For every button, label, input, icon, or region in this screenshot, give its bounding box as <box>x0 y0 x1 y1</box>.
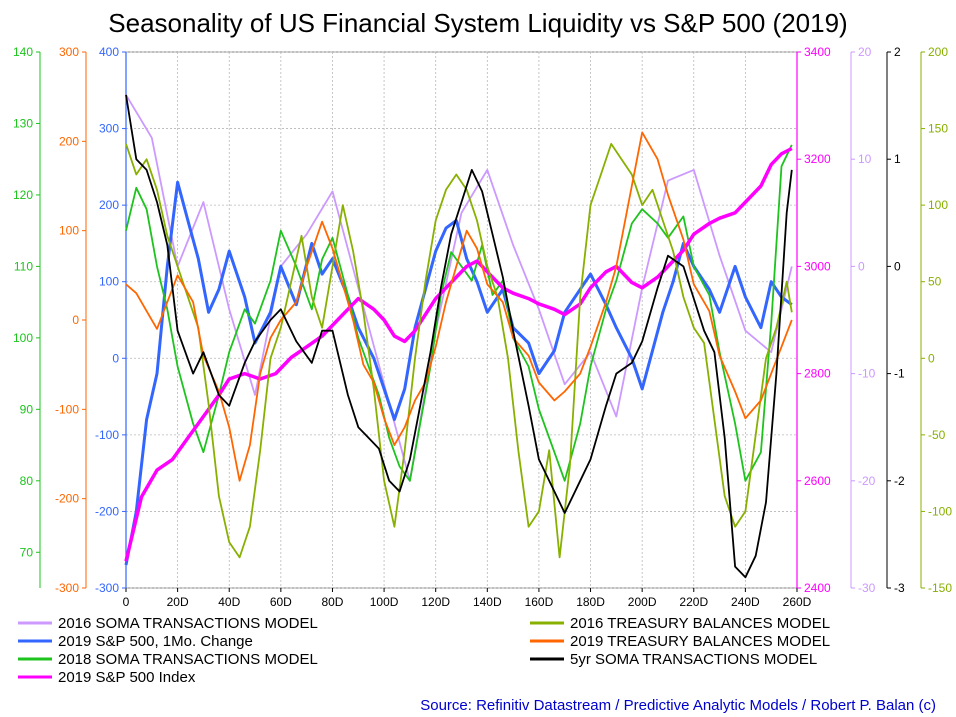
x-tick-label: 60D <box>270 595 292 609</box>
x-tick-label: 0 <box>123 595 130 609</box>
y-tick-label: -200 <box>55 492 79 506</box>
series-line-5 <box>125 131 793 482</box>
legend-label-2: 2018 SOMA TRANSACTIONS MODEL <box>58 651 318 668</box>
y-tick-label: 110 <box>14 259 33 273</box>
y-tick-label: 100 <box>99 275 119 289</box>
x-tick-label: 40D <box>218 595 240 609</box>
y-tick-label: -100 <box>95 428 119 442</box>
y-tick-label: 130 <box>13 116 33 130</box>
y-tick-label: 200 <box>59 134 79 148</box>
x-tick-label: 20D <box>167 595 189 609</box>
y-tick-label: 150 <box>928 122 948 136</box>
y-tick-label: 50 <box>928 275 942 289</box>
legend-label-0: 2016 SOMA TRANSACTIONS MODEL <box>58 615 318 632</box>
legend-label-4: 2016 TREASURY BALANCES MODEL <box>570 615 830 632</box>
series-line-3 <box>124 146 793 562</box>
y-tick-label: -10 <box>858 367 876 381</box>
x-tick-label: 260D <box>783 595 812 609</box>
y-tick-label: 140 <box>13 45 33 59</box>
y-tick-label: 2400 <box>804 581 831 595</box>
y-tick-label: 3400 <box>804 45 831 59</box>
y-tick-label: -200 <box>95 504 119 518</box>
y-tick-label: -100 <box>928 504 952 518</box>
y-tick-label: 80 <box>20 474 34 488</box>
x-tick-label: 220D <box>679 595 708 609</box>
series-line-2 <box>125 144 793 482</box>
plot-frame <box>125 51 798 589</box>
y-tick-label: 200 <box>99 198 119 212</box>
x-tick-label: 100D <box>370 595 399 609</box>
y-tick-label: -2 <box>894 474 905 488</box>
y-tick-label: -50 <box>928 428 946 442</box>
source-note: Source: Refinitiv Datastream / Predictiv… <box>420 697 936 714</box>
y-tick-label: 300 <box>99 122 119 136</box>
y-tick-label: 0 <box>112 351 119 365</box>
y-tick-label: 100 <box>59 224 79 238</box>
x-tick-label: 140D <box>473 595 502 609</box>
legend-label-6: 5yr SOMA TRANSACTIONS MODEL <box>570 651 817 668</box>
y-tick-label: -300 <box>95 581 119 595</box>
x-tick-label: 120D <box>421 595 450 609</box>
y-tick-label: 70 <box>20 545 34 559</box>
series-line-6 <box>125 94 793 579</box>
y-tick-label: -100 <box>55 402 79 416</box>
y-tick-label: 120 <box>13 188 33 202</box>
x-tick-label: 80D <box>321 595 343 609</box>
y-tick-label: 2800 <box>804 367 831 381</box>
y-tick-label: 200 <box>928 45 948 59</box>
y-tick-label: 300 <box>59 45 79 59</box>
gridlines <box>125 51 798 589</box>
y-tick-label: -300 <box>55 581 79 595</box>
legend-label-3: 2019 S&P 500 Index <box>58 669 196 686</box>
y-tick-label: 2600 <box>804 474 831 488</box>
y-tick-label: 100 <box>928 198 948 212</box>
y-tick-label: 3200 <box>804 152 831 166</box>
y-tick-label: 100 <box>13 331 33 345</box>
x-tick-label: 180D <box>576 595 605 609</box>
series-line-0 <box>125 94 793 482</box>
y-tick-label: 20 <box>858 45 872 59</box>
y-tick-label: 10 <box>858 152 872 166</box>
axes: 0 20D 40D 60D 80D 100D 120D 140D 160D 180D 200D 220… <box>13 45 952 609</box>
x-tick-label: 200D <box>628 595 657 609</box>
legend-label-5: 2019 TREASURY BALANCES MODEL <box>570 633 830 650</box>
y-tick-label: -1 <box>894 367 905 381</box>
y-tick-label: -30 <box>858 581 876 595</box>
series-line-4 <box>125 142 793 559</box>
y-tick-label: -3 <box>894 581 905 595</box>
y-tick-label: 1 <box>894 152 901 166</box>
y-tick-label: 0 <box>72 313 79 327</box>
y-tick-label: 2 <box>894 45 901 59</box>
y-tick-label: 0 <box>858 259 865 273</box>
chart-title: Seasonality of US Financial System Liqui… <box>108 8 847 38</box>
x-tick-label: 240D <box>731 595 760 609</box>
y-tick-label: 0 <box>928 351 935 365</box>
series-lines <box>124 94 793 579</box>
x-tick-label: 160D <box>525 595 554 609</box>
y-tick-label: 90 <box>20 402 34 416</box>
y-tick-label: -20 <box>858 474 876 488</box>
legend-label-1: 2019 S&P 500, 1Mo. Change <box>58 633 253 650</box>
y-tick-label: 400 <box>99 45 119 59</box>
y-tick-label: 0 <box>894 259 901 273</box>
y-tick-label: 3000 <box>804 259 831 273</box>
y-tick-label: -150 <box>928 581 952 595</box>
